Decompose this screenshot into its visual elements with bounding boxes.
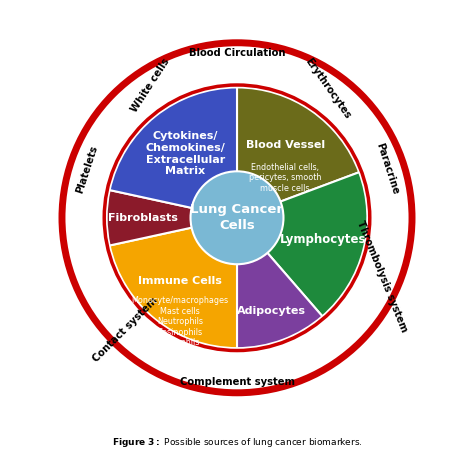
Wedge shape xyxy=(107,190,237,246)
Text: Erythrocytes: Erythrocytes xyxy=(303,56,352,120)
Text: Cytokines/
Chemokines/
Extracellular
Matrix: Cytokines/ Chemokines/ Extracellular Mat… xyxy=(146,132,226,176)
Text: Immune Cells: Immune Cells xyxy=(138,276,222,286)
Wedge shape xyxy=(109,88,237,218)
Text: Adipocytes: Adipocytes xyxy=(237,306,306,316)
Text: Complement system: Complement system xyxy=(180,377,294,387)
Text: Endothelial cells,
pericytes, smooth
muscle cells: Endothelial cells, pericytes, smooth mus… xyxy=(249,163,321,192)
Wedge shape xyxy=(237,172,367,316)
Wedge shape xyxy=(62,43,412,393)
Text: Blood Circulation: Blood Circulation xyxy=(189,49,285,59)
Text: Blood Vessel: Blood Vessel xyxy=(246,139,325,149)
Text: Lymphocytes: Lymphocytes xyxy=(280,233,367,247)
Text: Platelets: Platelets xyxy=(74,143,99,194)
Text: Contact system: Contact system xyxy=(91,295,160,364)
Wedge shape xyxy=(109,218,237,348)
Text: Paracrine: Paracrine xyxy=(374,142,401,196)
Text: Monocyte/macrophages
Mast cells
Neutrophils
Eosinophils
Basophils: Monocyte/macrophages Mast cells Neutroph… xyxy=(132,296,229,347)
Text: Lung Cancer
Cells: Lung Cancer Cells xyxy=(191,203,283,232)
Text: White cells: White cells xyxy=(130,56,172,114)
Wedge shape xyxy=(237,218,322,348)
Text: $\bf{Figure\ 3:}$ Possible sources of lung cancer biomarkers.: $\bf{Figure\ 3:}$ Possible sources of lu… xyxy=(111,436,363,449)
Text: Fibroblasts: Fibroblasts xyxy=(108,213,178,223)
Wedge shape xyxy=(237,88,359,218)
Text: Thrombolysis system: Thrombolysis system xyxy=(356,219,410,334)
Circle shape xyxy=(191,171,283,264)
